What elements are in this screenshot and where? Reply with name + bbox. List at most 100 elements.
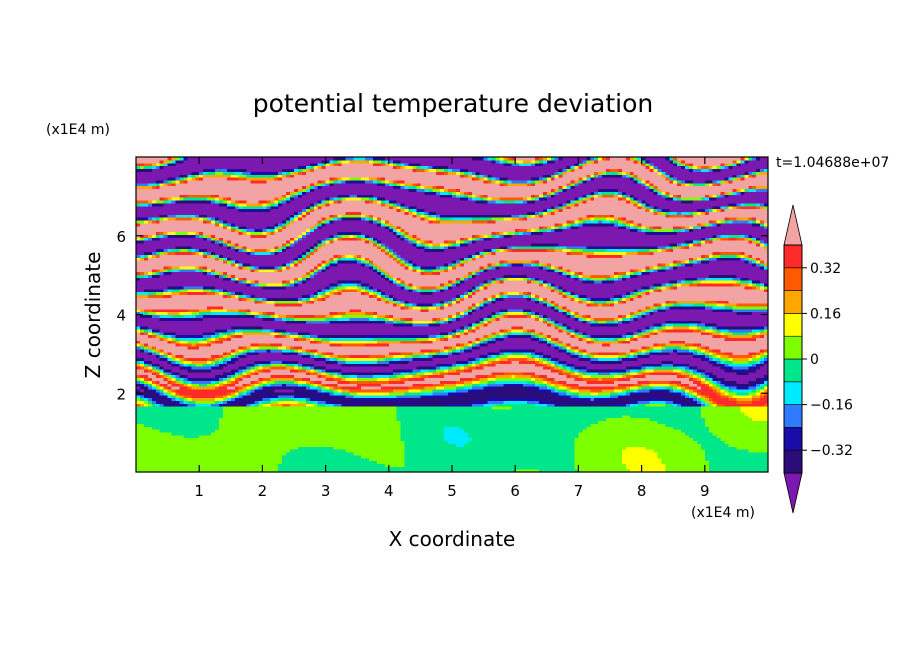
field-cell	[641, 271, 647, 276]
field-cell	[455, 380, 465, 384]
field-cell	[527, 228, 532, 233]
field-cell	[222, 374, 228, 379]
field-cell	[309, 248, 315, 253]
field-cell	[641, 351, 647, 356]
field-cell	[657, 305, 662, 310]
field-cell	[637, 357, 702, 361]
field-cell	[392, 300, 398, 304]
field-cell	[301, 274, 307, 278]
field-cell	[297, 257, 303, 261]
field-cell	[483, 366, 544, 370]
field-cell	[218, 420, 402, 424]
field-cell	[369, 159, 374, 164]
field-cell	[309, 348, 319, 353]
field-cell	[752, 280, 757, 284]
field-cell	[242, 171, 252, 175]
field-cell	[294, 394, 307, 399]
field-cell	[254, 368, 260, 373]
field-cell	[159, 374, 165, 379]
field-cell	[376, 377, 390, 381]
field-cell	[752, 383, 757, 387]
field-cell	[325, 260, 331, 264]
field-cell	[748, 188, 757, 192]
field-cell	[337, 283, 342, 287]
field-cell	[432, 240, 445, 244]
field-cell	[325, 314, 335, 318]
field-cell	[511, 360, 520, 364]
field-cell	[665, 423, 706, 427]
field-cell	[270, 377, 295, 381]
field-cell	[218, 426, 402, 430]
field-cell	[491, 331, 497, 336]
field-cell	[712, 380, 718, 384]
field-cell	[171, 391, 177, 396]
field-cell	[226, 240, 232, 244]
field-cell	[696, 222, 702, 227]
field-cell	[515, 157, 536, 161]
field-cell	[155, 363, 161, 367]
field-cell	[534, 194, 540, 198]
field-cell	[578, 274, 583, 278]
field-cell	[582, 317, 587, 321]
field-cell	[136, 254, 141, 258]
field-cell	[309, 368, 315, 373]
field-cell	[534, 228, 540, 233]
field-cell	[673, 262, 678, 267]
field-cell	[136, 300, 256, 304]
field-cell	[756, 325, 765, 330]
field-cell	[238, 374, 244, 379]
field-cell	[748, 366, 757, 370]
field-cell	[764, 380, 768, 384]
field-cell	[602, 157, 607, 161]
field-cell	[554, 403, 568, 407]
field-cell	[527, 357, 536, 361]
field-cell	[203, 268, 208, 273]
field-cell	[641, 311, 647, 316]
field-cell	[550, 323, 556, 327]
field-cell	[313, 300, 386, 304]
field-cell	[531, 328, 536, 333]
field-cell	[653, 288, 658, 293]
field-cell	[341, 320, 378, 324]
field-cell	[452, 303, 473, 307]
field-cell	[661, 323, 666, 327]
field-cell	[136, 397, 141, 402]
field-cell	[404, 228, 516, 233]
field-cell	[566, 182, 572, 187]
field-cell	[613, 374, 623, 379]
field-cell	[136, 265, 165, 270]
field-cell	[542, 262, 548, 267]
field-cell	[764, 245, 768, 250]
field-cell	[222, 351, 228, 356]
field-cell	[388, 300, 394, 304]
field-cell	[432, 242, 441, 247]
field-cell	[542, 214, 587, 218]
field-cell	[479, 251, 485, 255]
field-cell	[479, 171, 556, 175]
field-cell	[696, 440, 726, 444]
field-cell	[376, 182, 382, 187]
field-cell	[645, 159, 651, 164]
field-cell	[262, 366, 271, 370]
field-cell	[380, 386, 410, 390]
field-cell	[692, 228, 768, 233]
field-cell	[661, 191, 666, 195]
field-cell	[286, 363, 295, 367]
field-cell	[274, 251, 279, 255]
field-cell	[700, 374, 706, 379]
field-cell	[139, 394, 145, 399]
field-cell	[151, 251, 157, 255]
field-cell	[384, 463, 406, 467]
field-cell	[531, 277, 536, 281]
field-cell	[215, 268, 252, 273]
field-cell	[139, 383, 145, 387]
field-cell	[491, 294, 497, 298]
field-cell	[270, 314, 275, 318]
field-cell	[538, 277, 576, 281]
field-cell	[546, 383, 552, 387]
field-cell	[645, 271, 651, 276]
field-cell	[211, 380, 216, 384]
field-cell	[669, 197, 674, 201]
field-cell	[534, 260, 540, 264]
field-cell	[313, 368, 319, 373]
